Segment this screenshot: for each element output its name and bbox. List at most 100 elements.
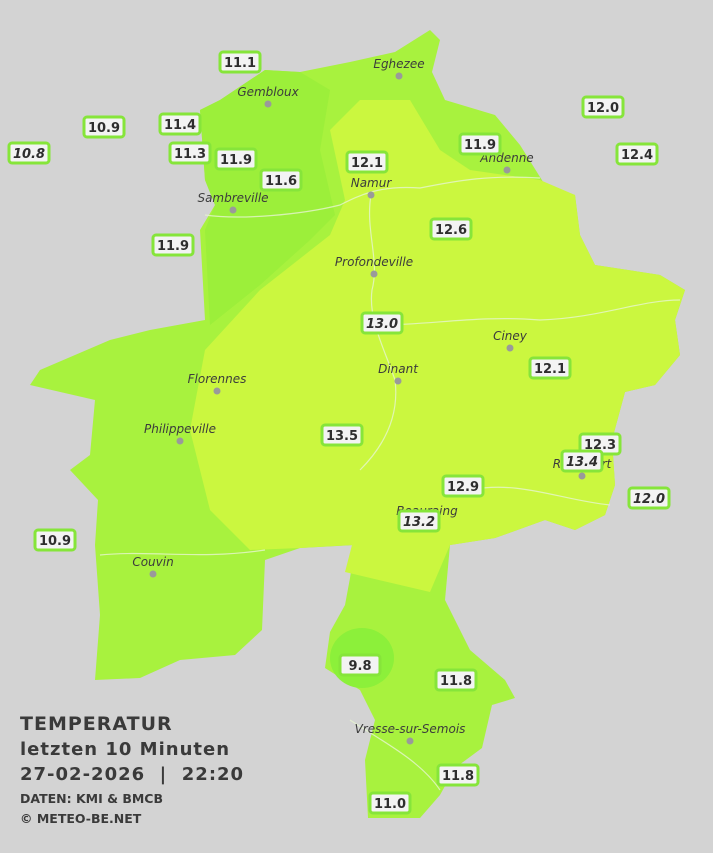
station: 10.8 — [7, 141, 51, 165]
city-dot — [578, 472, 586, 480]
city-dot — [395, 72, 403, 80]
station: 12.1 — [528, 356, 572, 380]
city-dot — [370, 270, 378, 278]
station-box — [368, 791, 412, 815]
caption-title: TEMPERATUR — [20, 713, 173, 735]
station-box — [458, 132, 502, 156]
station: 13.4 — [560, 449, 604, 473]
station-value: 11.9 — [464, 138, 496, 153]
caption-copyright: © METEO-BE.NET — [20, 811, 142, 826]
station: 12.9 — [441, 474, 485, 498]
station-value: 11.8 — [442, 769, 474, 784]
station-value: 11.1 — [224, 56, 256, 71]
station: 11.4 — [158, 112, 202, 136]
station-box — [320, 423, 364, 447]
station-box — [33, 528, 77, 552]
station-value: 13.2 — [403, 515, 435, 530]
caption-source: DATEN: KMI & BMCB — [20, 791, 163, 806]
station: 11.8 — [434, 668, 478, 692]
station: 13.2 — [397, 509, 441, 533]
city-label: Gembloux — [237, 85, 299, 99]
station-value: 12.4 — [621, 148, 653, 163]
station: 11.8 — [436, 763, 480, 787]
station-box — [528, 356, 572, 380]
station-box — [627, 486, 671, 510]
city-label: Couvin — [132, 555, 173, 569]
cool-zone — [200, 70, 335, 325]
city-dot — [394, 377, 402, 385]
station-value: 11.9 — [220, 153, 252, 168]
station: 11.6 — [259, 168, 303, 192]
station-value: 11.3 — [174, 147, 206, 162]
station-box — [338, 653, 382, 677]
station: 12.0 — [581, 95, 625, 119]
stations: 11.1 10.9 11.4 10.8 11.3 11.9 11.6 12.1 11.9 12.0… — [7, 50, 671, 815]
station-value: 11.9 — [157, 239, 189, 254]
station: 12.4 — [615, 142, 659, 166]
station-box — [436, 763, 480, 787]
station-value: 12.1 — [534, 362, 566, 377]
station-box — [82, 115, 126, 139]
station: 12.1 — [345, 150, 389, 174]
station-value: 12.6 — [435, 223, 467, 238]
caption-subtitle: letzten 10 Minuten — [20, 739, 230, 760]
city-dot — [229, 206, 237, 214]
city-dot — [176, 437, 184, 445]
city-label: Vresse-sur-Semois — [355, 722, 466, 736]
city-label: Dinant — [378, 362, 419, 376]
station-value: 11.0 — [374, 797, 406, 812]
station-box — [168, 141, 212, 165]
station-value: 13.4 — [566, 455, 598, 470]
city-dot — [503, 166, 511, 174]
station-box — [560, 449, 604, 473]
station: 11.1 — [218, 50, 262, 74]
station-box — [214, 147, 258, 171]
city-dot — [406, 737, 414, 745]
station-box — [441, 474, 485, 498]
station-value: 10.8 — [13, 147, 45, 162]
station-value: 12.9 — [447, 480, 479, 495]
station: 9.8 — [338, 653, 382, 677]
station: 10.9 — [33, 528, 77, 552]
station-value: 11.6 — [265, 174, 297, 189]
city-label: Sambreville — [197, 191, 268, 205]
station: 11.0 — [368, 791, 412, 815]
station-value: 11.4 — [164, 118, 196, 133]
station-value: 10.9 — [88, 121, 120, 136]
city-dot — [213, 387, 221, 395]
station: 13.0 — [360, 311, 404, 335]
station-box — [7, 141, 51, 165]
station-box — [397, 509, 441, 533]
station: 11.9 — [458, 132, 502, 156]
station-box — [581, 95, 625, 119]
city-label: Profondeville — [335, 255, 413, 269]
caption-datetime: 27-02-2026 | 22:20 — [20, 764, 244, 785]
city-label: Namur — [351, 176, 393, 190]
city-dot — [367, 191, 375, 199]
station: 11.3 — [168, 141, 212, 165]
station-value: 12.0 — [633, 492, 665, 507]
station: 12.0 — [627, 486, 671, 510]
city-dot — [506, 344, 514, 352]
station-box — [345, 150, 389, 174]
station: 11.9 — [214, 147, 258, 171]
station: 11.9 — [151, 233, 195, 257]
station: 13.5 — [320, 423, 364, 447]
station-box — [615, 142, 659, 166]
station-value: 10.9 — [39, 534, 71, 549]
station-value: 13.0 — [366, 317, 398, 332]
station-value: 11.8 — [440, 674, 472, 689]
city-label: Florennes — [188, 372, 247, 386]
station-value: 12.3 — [584, 438, 616, 453]
station-box — [151, 233, 195, 257]
city-label: Philippeville — [144, 422, 216, 436]
station-value: 13.5 — [326, 429, 358, 444]
station-box — [218, 50, 262, 74]
caption: TEMPERATUR letzten 10 Minuten 27-02-2026… — [20, 713, 244, 826]
station-value: 9.8 — [348, 659, 371, 674]
rivers — [99, 176, 681, 791]
station: 10.9 — [82, 115, 126, 139]
station-box — [434, 668, 478, 692]
station-box — [360, 311, 404, 335]
